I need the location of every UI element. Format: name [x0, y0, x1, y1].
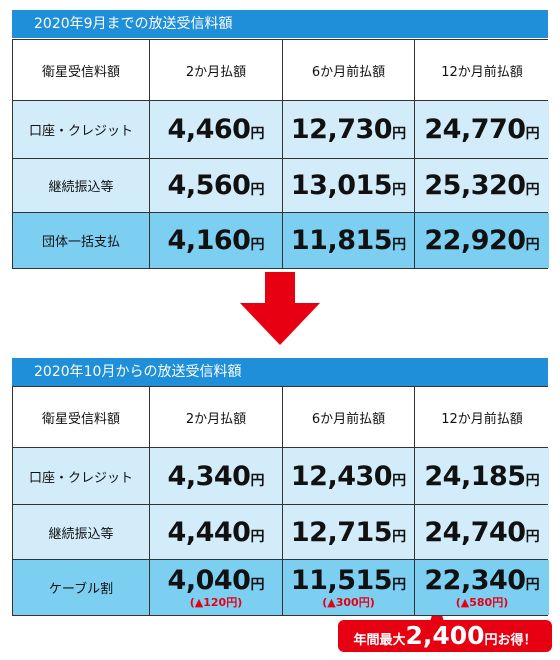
- fee-line: 22,920円: [424, 225, 539, 256]
- fee-line: 12,430円: [291, 461, 406, 492]
- fee-unit: 円: [250, 528, 265, 545]
- fee-line: 4,040円: [168, 565, 265, 596]
- fee-amount: 12,730: [290, 114, 393, 145]
- fee-amount: 13,015: [290, 170, 393, 201]
- fee-cell: 12,715円: [283, 505, 414, 559]
- fee-cell: 12,430円: [283, 448, 414, 504]
- fee-unit: 円: [392, 182, 407, 198]
- fee-line: 24,185円: [424, 461, 539, 492]
- fee-unit: 円: [250, 182, 265, 198]
- callout-suffix: 円お得！: [484, 633, 537, 648]
- fee-cell: 25,320円: [415, 159, 549, 212]
- fee-unit: 円: [250, 126, 265, 142]
- row-label: ケーブル割: [13, 560, 149, 615]
- fee-amount: 24,185: [424, 460, 526, 492]
- fee-line: 22,340円: [424, 565, 539, 596]
- header-cell: 12か月前払額: [415, 387, 549, 447]
- fee-amount: 11,815: [290, 225, 393, 256]
- discount: (▲300円): [322, 596, 375, 609]
- fee-line: 11,815円: [291, 225, 406, 256]
- fee-line: 24,740円: [424, 517, 539, 548]
- fee-amount: 4,560: [167, 170, 251, 201]
- fee-amount: 24,770: [424, 114, 526, 145]
- fee-unit: 円: [525, 126, 540, 142]
- header-cell: 6か月前払額: [283, 40, 414, 100]
- fee-cell: 22,920円: [415, 213, 549, 268]
- header-cell: 2か月払額: [150, 387, 282, 447]
- fee-amount: 12,430: [290, 460, 393, 492]
- fee-unit: 円: [525, 182, 540, 198]
- fee-cell: 11,515円 (▲300円): [283, 560, 414, 615]
- fee-line: 12,730円: [291, 114, 406, 145]
- header-cell: 6か月前払額: [283, 387, 414, 447]
- fee-table: 衛星受信料額 2か月払額 6か月前払額 12か月前払額 口座・クレジット 4,460円 12…: [12, 39, 549, 269]
- fee-amount: 25,320: [424, 170, 526, 201]
- fee-cell: 12,730円: [283, 101, 414, 158]
- fee-amount: 12,715: [290, 516, 393, 548]
- fee-cell: 4,440円: [150, 505, 282, 559]
- fee-cell: 4,560円: [150, 159, 282, 212]
- fee-unit: 円: [250, 577, 265, 593]
- fee-unit: 円: [525, 528, 540, 545]
- fee-unit: 円: [525, 577, 540, 593]
- fee-cell: 24,770円: [415, 101, 549, 158]
- fee-line: 4,160円: [168, 225, 265, 256]
- fee-table: 衛星受信料額 2か月払額 6か月前払額 12か月前払額 口座・クレジット 4,340円 12…: [12, 386, 549, 616]
- callout-amount: 2,400: [405, 621, 485, 650]
- fee-line: 4,560円: [168, 170, 265, 201]
- fee-unit: 円: [392, 577, 407, 593]
- fee-amount: 11,515: [290, 565, 393, 596]
- fee-amount: 4,440: [167, 516, 251, 548]
- fee-unit: 円: [392, 472, 407, 489]
- fee-unit: 円: [250, 237, 265, 253]
- fee-line: 25,320円: [424, 170, 539, 201]
- table-title: 2020年10月からの放送受信料額: [12, 358, 548, 386]
- fee-cell: 11,815円: [283, 213, 414, 268]
- row-label: 口座・クレジット: [13, 101, 149, 158]
- fee-line: 24,770円: [424, 114, 539, 145]
- fee-line: 11,515円: [291, 565, 406, 596]
- down-arrow: [240, 272, 320, 345]
- fee-unit: 円: [525, 237, 540, 253]
- fee-amount: 24,740: [424, 516, 526, 548]
- row-label: 口座・クレジット: [13, 448, 149, 504]
- fee-cell: 13,015円: [283, 159, 414, 212]
- fee-line: 12,715円: [291, 517, 406, 548]
- header-cell: 2か月払額: [150, 40, 282, 100]
- fee-line: 4,340円: [168, 461, 265, 492]
- row-label: 継続振込等: [13, 159, 149, 212]
- fee-unit: 円: [525, 472, 540, 489]
- fee-cell: 4,160円: [150, 213, 282, 268]
- fee-amount: 22,340: [424, 565, 526, 596]
- discount: (▲120円): [189, 596, 243, 609]
- row-label: 継続振込等: [13, 505, 149, 559]
- fee-line: 4,440円: [168, 517, 265, 548]
- fee-line: 4,460円: [168, 114, 265, 145]
- fee-cell: 24,740円: [415, 505, 549, 559]
- fee-unit: 円: [392, 237, 407, 253]
- fee-cell: 4,460円: [150, 101, 282, 158]
- fee-unit: 円: [392, 126, 407, 142]
- fee-cell: 24,185円: [415, 448, 549, 504]
- fee-amount: 4,160: [167, 225, 251, 256]
- fee-amount: 22,920: [424, 225, 526, 256]
- table-title: 2020年9月までの放送受信料額: [12, 10, 548, 38]
- fee-amount: 4,340: [167, 460, 251, 492]
- fee-amount: 4,460: [167, 114, 251, 145]
- row-label: 団体一括支払: [13, 213, 149, 268]
- fee-unit: 円: [250, 472, 265, 489]
- discount: (▲580円): [455, 596, 509, 609]
- fee-amount: 4,040: [167, 565, 251, 596]
- fee-unit: 円: [392, 528, 407, 545]
- callout-prefix: 年間最大: [353, 633, 406, 648]
- header-cell: 衛星受信料額: [13, 40, 149, 100]
- fee-cell: 4,340円: [150, 448, 282, 504]
- fee-cell: 4,040円 (▲120円): [150, 560, 282, 615]
- fee-cell: 22,340円 (▲580円): [415, 560, 549, 615]
- header-cell: 衛星受信料額: [13, 387, 149, 447]
- header-cell: 12か月前払額: [415, 40, 549, 100]
- fee-line: 13,015円: [291, 170, 406, 201]
- savings-callout: 年間最大 2,400 円お得！: [338, 620, 552, 652]
